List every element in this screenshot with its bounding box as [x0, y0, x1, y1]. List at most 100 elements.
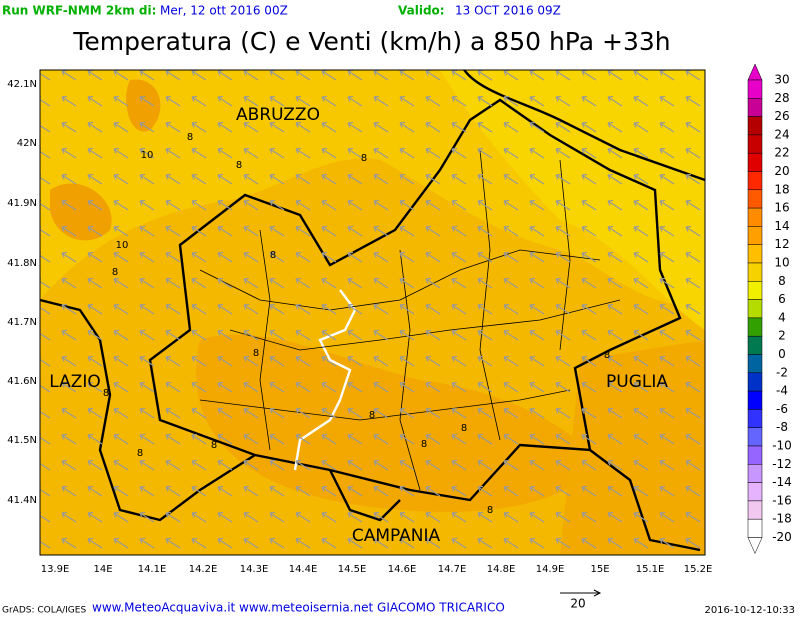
wind-arrow — [659, 173, 675, 185]
wind-arrow — [503, 459, 519, 471]
wind-arrow — [607, 329, 623, 341]
wind-arrow — [685, 303, 701, 315]
lon-label: 14.2E — [189, 564, 218, 575]
wind-arrow — [659, 225, 675, 237]
wind-arrow — [295, 537, 311, 549]
wind-arrow — [243, 537, 259, 549]
wind-arrow — [269, 251, 285, 263]
wind-arrow — [659, 537, 675, 549]
wind-arrow — [633, 511, 649, 523]
wind-arrow — [529, 537, 545, 549]
wind-arrow — [503, 511, 519, 523]
region-label: ABRUZZO — [236, 105, 320, 125]
wind-arrow — [425, 511, 441, 523]
colorbar-cell — [747, 207, 763, 227]
wind-arrow — [217, 329, 233, 341]
wind-arrow — [217, 355, 233, 367]
wind-arrow — [659, 303, 675, 315]
contour-label: 8 — [236, 160, 242, 171]
wind-arrow — [373, 199, 389, 211]
wind-arrow — [399, 147, 415, 159]
wind-arrow — [191, 381, 207, 393]
wind-arrow — [139, 303, 155, 315]
wind-arrow — [217, 95, 233, 107]
wind-arrow — [139, 173, 155, 185]
contour-label: 8 — [369, 410, 375, 421]
colorbar-cell — [747, 189, 763, 209]
wind-arrow — [555, 381, 571, 393]
wind-arrow — [425, 407, 441, 419]
lon-label: 15E — [590, 564, 609, 575]
wind-arrow — [295, 277, 311, 289]
wind-arrow — [61, 199, 77, 211]
colorbar-label: 18 — [774, 182, 789, 196]
wind-arrow — [503, 121, 519, 133]
wind-arrow — [451, 173, 467, 185]
wind-arrow — [503, 485, 519, 497]
wind-arrow — [477, 329, 493, 341]
wind-arrow — [685, 147, 701, 159]
wind-arrow — [607, 225, 623, 237]
wind-arrow — [217, 199, 233, 211]
colorbar-label: 12 — [774, 237, 789, 251]
wind-arrow — [373, 381, 389, 393]
wind-arrow — [295, 329, 311, 341]
wind-arrow — [659, 355, 675, 367]
wind-arrow — [425, 459, 441, 471]
wind-arrow — [503, 95, 519, 107]
wind-arrow — [243, 485, 259, 497]
wind-arrow — [347, 485, 363, 497]
wind-arrow — [373, 147, 389, 159]
wind-arrow — [581, 251, 597, 263]
wind-arrow — [347, 277, 363, 289]
wind-arrow — [243, 225, 259, 237]
colorbar-label: 4 — [778, 310, 786, 324]
wind-arrow — [269, 537, 285, 549]
wind-arrow — [659, 121, 675, 133]
wind-arrow — [581, 70, 597, 81]
colorbar-label: 14 — [774, 219, 789, 233]
wind-arrow — [399, 95, 415, 107]
wind-arrow — [425, 95, 441, 107]
wind-arrow — [633, 433, 649, 445]
wind-arrow — [113, 303, 129, 315]
wind-arrow — [373, 225, 389, 237]
wind-arrow — [451, 95, 467, 107]
wind-arrow — [685, 381, 701, 393]
contour-label: 8 — [253, 348, 259, 359]
wind-arrow — [87, 381, 103, 393]
wind-arrow — [295, 381, 311, 393]
wind-arrow — [347, 95, 363, 107]
wind-arrow — [321, 277, 337, 289]
wind-arrow — [685, 173, 701, 185]
contour-label: 8 — [487, 505, 493, 516]
wind-arrow — [607, 511, 623, 523]
wind-arrow — [217, 511, 233, 523]
wind-arrow — [347, 355, 363, 367]
wind-arrow — [347, 329, 363, 341]
province-boundary — [293, 289, 357, 471]
wind-arrow — [477, 485, 493, 497]
wind-arrow — [581, 433, 597, 445]
warm-blob — [126, 79, 161, 132]
wind-arrow — [269, 225, 285, 237]
wind-arrow — [191, 485, 207, 497]
wind-arrow — [633, 459, 649, 471]
contour-label: 8 — [604, 350, 610, 361]
colorbar-cell — [747, 427, 763, 447]
wind-arrow — [529, 511, 545, 523]
wind-arrow — [451, 407, 467, 419]
wind-arrow — [555, 147, 571, 159]
contour-label: 8 — [361, 153, 367, 164]
wind-arrow — [451, 433, 467, 445]
wind-arrow — [685, 70, 701, 81]
colorbar-cell — [747, 335, 763, 355]
wind-arrow — [659, 459, 675, 471]
wind-arrow — [555, 225, 571, 237]
wind-arrow — [425, 537, 441, 549]
wind-arrow — [503, 303, 519, 315]
wind-arrow — [659, 407, 675, 419]
wind-arrow — [61, 70, 77, 81]
wind-arrow — [685, 459, 701, 471]
wind-arrow — [659, 329, 675, 341]
